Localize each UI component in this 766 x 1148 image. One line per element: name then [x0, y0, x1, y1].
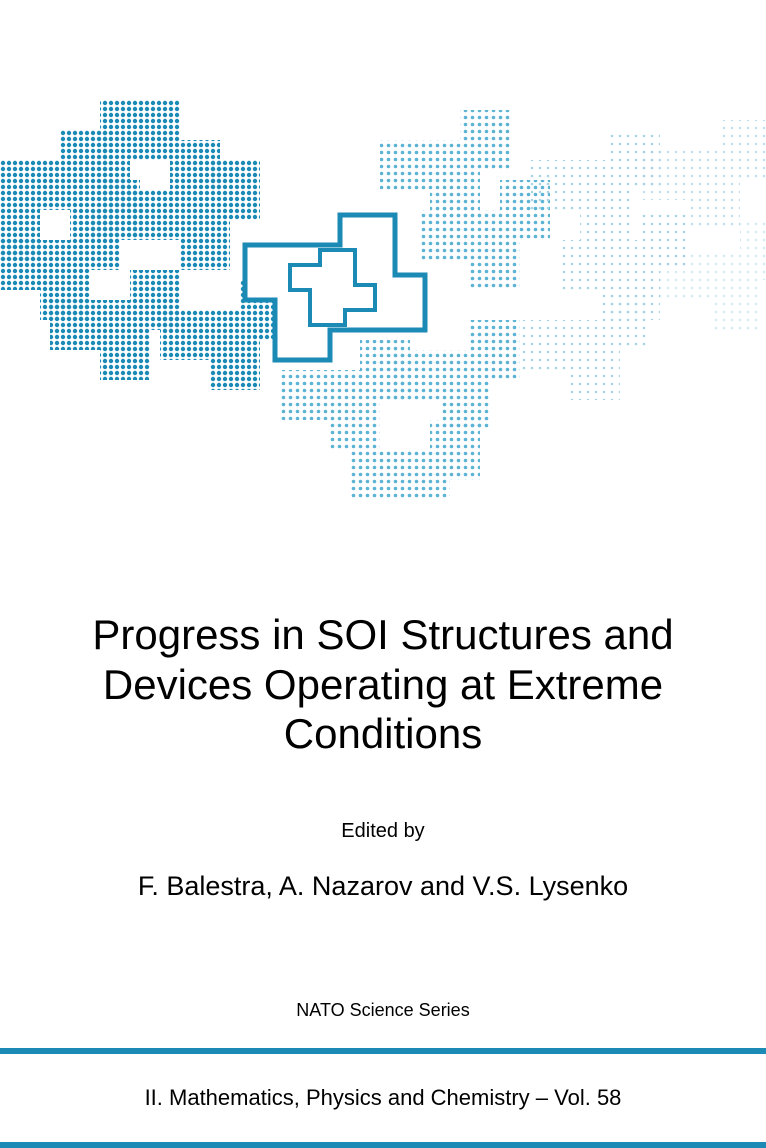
- series-block: NATO Science Series: [0, 1000, 766, 1021]
- series-label: NATO Science Series: [0, 1000, 766, 1021]
- editors-names: F. Balestra, A. Nazarov and V.S. Lysenko: [0, 871, 766, 902]
- title-block: Progress in SOI Structures and Devices O…: [0, 610, 766, 759]
- book-title: Progress in SOI Structures and Devices O…: [0, 610, 766, 759]
- edited-by-label: Edited by: [0, 820, 766, 843]
- decorative-pattern: [0, 100, 766, 500]
- editors-block: Edited by F. Balestra, A. Nazarov and V.…: [0, 820, 766, 902]
- volume-text: II. Mathematics, Physics and Chemistry –…: [145, 1085, 622, 1111]
- volume-bar: II. Mathematics, Physics and Chemistry –…: [0, 1048, 766, 1148]
